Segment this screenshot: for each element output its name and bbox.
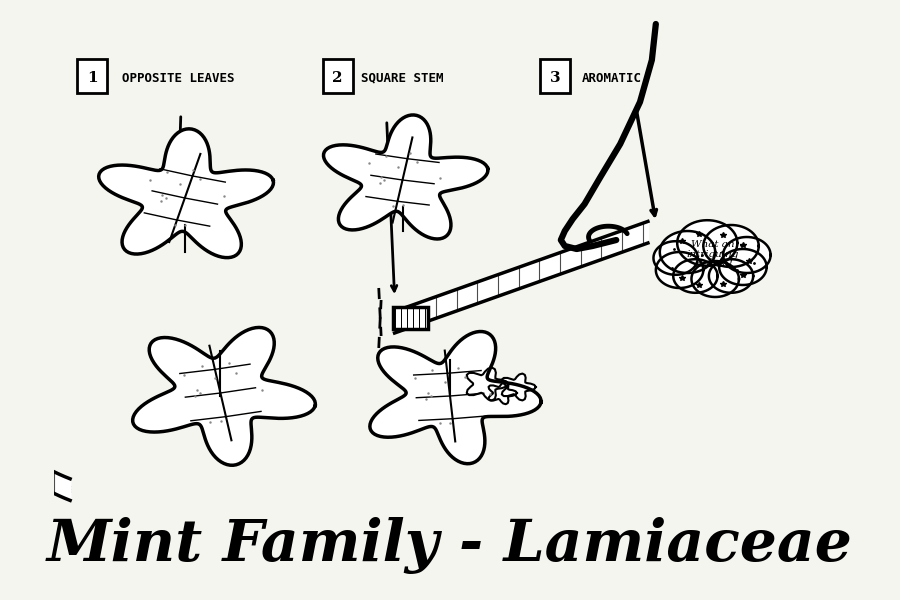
- Text: What an
intriguing
.aroma!: What an intriguing .aroma!: [687, 239, 739, 269]
- Text: Mint Family - Lamiaceae: Mint Family - Lamiaceae: [47, 517, 853, 575]
- Circle shape: [719, 249, 767, 285]
- FancyBboxPatch shape: [540, 59, 571, 93]
- Circle shape: [723, 237, 770, 273]
- Polygon shape: [323, 115, 488, 239]
- Polygon shape: [99, 129, 274, 257]
- Polygon shape: [502, 374, 536, 400]
- Circle shape: [660, 231, 716, 273]
- Polygon shape: [393, 307, 428, 329]
- Circle shape: [709, 259, 753, 293]
- Text: SQUARE STEM: SQUARE STEM: [361, 71, 444, 85]
- FancyBboxPatch shape: [77, 59, 107, 93]
- Polygon shape: [370, 332, 541, 464]
- Text: AROMATIC: AROMATIC: [582, 71, 643, 85]
- Circle shape: [703, 225, 759, 267]
- Polygon shape: [132, 328, 315, 465]
- Circle shape: [656, 252, 703, 288]
- Polygon shape: [467, 368, 508, 400]
- Text: 3: 3: [550, 71, 561, 85]
- Circle shape: [653, 241, 698, 275]
- Text: 1: 1: [87, 71, 97, 85]
- Polygon shape: [489, 382, 517, 404]
- FancyBboxPatch shape: [322, 59, 353, 93]
- Circle shape: [677, 220, 737, 266]
- Text: 2: 2: [332, 71, 343, 85]
- Circle shape: [673, 259, 717, 293]
- Text: OPPOSITE LEAVES: OPPOSITE LEAVES: [122, 71, 235, 85]
- Circle shape: [691, 261, 739, 297]
